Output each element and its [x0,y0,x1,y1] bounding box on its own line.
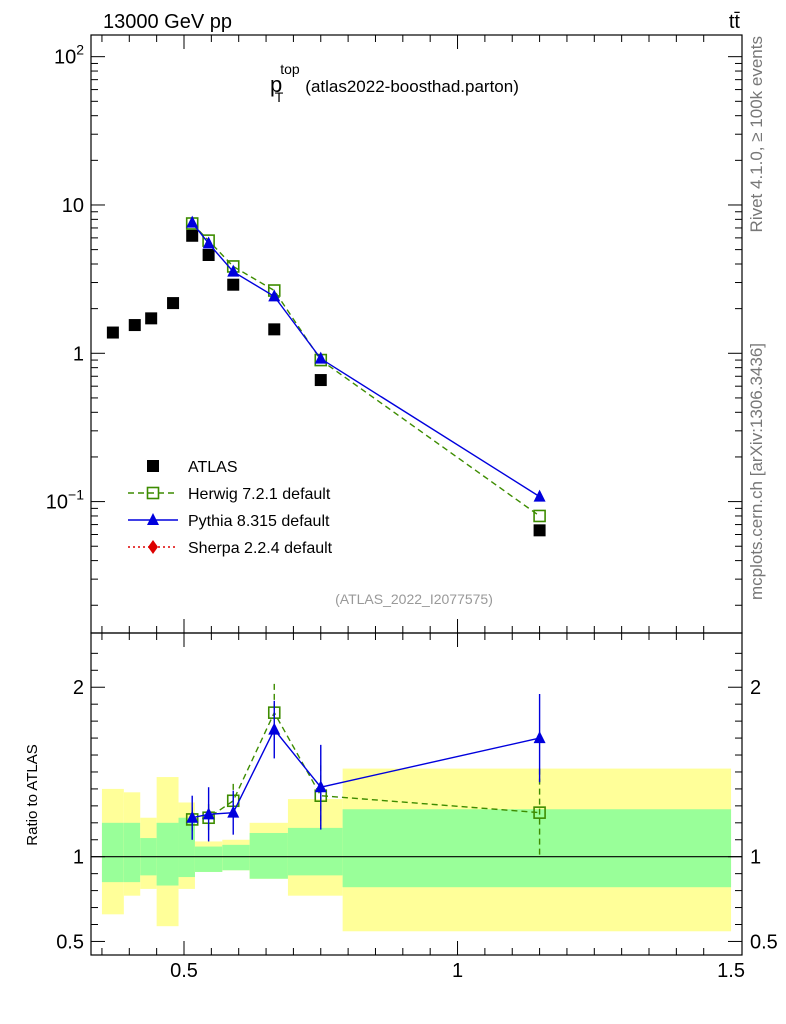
ratio-tick-label-left: 0.5 [56,931,84,953]
analysis-watermark: (ATLAS_2022_I2077575) [335,591,493,607]
x-tick-label: 1.5 [717,960,745,982]
ratio-tick-label-right: 0.5 [750,931,778,953]
uncertainty-band-inner [287,827,343,876]
atlas-point [202,248,215,261]
legend: ATLAS Herwig 7.2.1 default Pythia 8.315 de… [128,459,333,557]
lower-axis-ticks: 0.5 0.5 1 1 2 2 [56,652,778,953]
upper-series [106,215,546,537]
chart-title-sup: top [280,61,300,77]
atlas-point [128,319,141,332]
atlas-point [106,326,119,339]
pythia-ratio-point [202,807,215,820]
process-label: tt̄ [729,11,741,33]
ratio-tick-label-right: 2 [750,677,761,699]
pythia-ratio-point [186,810,199,823]
uncertainty-band-inner [101,822,124,883]
legend-marker-atlas [147,460,159,472]
pythia-line [191,222,540,498]
y-tick-label-exponent: 2 [76,42,84,58]
pythia-point [186,215,199,228]
chart-title-sub: T [275,89,284,105]
y-tick-label: 102 [54,42,84,69]
pythia-point [202,236,215,249]
atlas-point [533,524,546,537]
uncertainty-band-inner [342,809,732,888]
legend-label-pythia: Pythia 8.315 default [188,513,330,530]
atlas-point [167,297,180,310]
legend-marker-herwig [146,486,160,500]
y-tick-label-base: 1 [73,343,84,365]
uncertainty-band-inner [178,817,195,878]
atlas-point [314,374,327,387]
lower-series [185,683,546,857]
ratio-axis-label: Ratio to ATLAS [24,744,41,845]
atlas-point [145,312,158,325]
herwig-ratio-point [533,806,546,819]
x-tick-label: 1 [452,960,463,982]
ratio-tick-label-left: 2 [73,677,84,699]
rivet-label: Rivet 4.1.0, ≥ 100k events [747,36,766,232]
mcplots-label: mcplots.cern.ch [arXiv:1306.3436] [747,343,766,600]
pythia-ratio-point [314,780,327,793]
ratio-tick-label-left: 1 [73,847,84,869]
x-axis-ticks: 0.5 1 1.5 [101,35,745,982]
legend-label-herwig: Herwig 7.2.1 default [188,486,331,503]
pythia-ratio-point [227,805,240,818]
x-tick-label: 0.5 [170,960,198,982]
pythia-point [227,264,240,277]
pythia-point [268,289,281,302]
legend-label-atlas: ATLAS [188,459,238,476]
y-tick-label: 10 [62,195,84,217]
atlas-point [227,278,240,291]
y-tick-label-base: 10 [46,492,68,514]
chart-title-suffix: (atlas2022-boosthad.parton) [305,77,519,96]
uncertainty-band-inner [249,832,288,879]
pythia-point [314,351,327,364]
herwig-line [191,223,540,517]
atlas-point [268,323,281,336]
uncertainty-band-inner [156,822,179,886]
lower-panel-bands [101,768,732,932]
pythia-ratio-point [268,722,281,735]
ratio-tick-label-right: 1 [750,847,761,869]
uncertainty-band-inner [222,844,250,871]
chart-title: ptop T (atlas2022-boosthad.parton) [270,61,519,105]
herwig-point [533,509,546,523]
chart-title-main: p [270,72,282,97]
y-tick-label-base: 10 [54,47,76,69]
y-tick-label-base: 10 [62,195,84,217]
y-tick-label: 1 [73,343,84,365]
uncertainty-band-inner [123,822,141,883]
pythia-ratio-point [533,731,546,744]
y-tick-label: 10−1 [46,487,84,514]
atlas-point [186,229,199,242]
pythia-point [533,489,546,502]
legend-label-sherpa: Sherpa 2.2.4 default [188,540,333,557]
y-tick-label-exponent: −1 [68,487,84,503]
legend-marker-pythia [147,513,159,525]
lower-frame [90,632,743,956]
uncertainty-band-inner [194,846,223,872]
energy-label: 13000 GeV pp [103,11,232,33]
legend-marker-sherpa [148,540,158,554]
